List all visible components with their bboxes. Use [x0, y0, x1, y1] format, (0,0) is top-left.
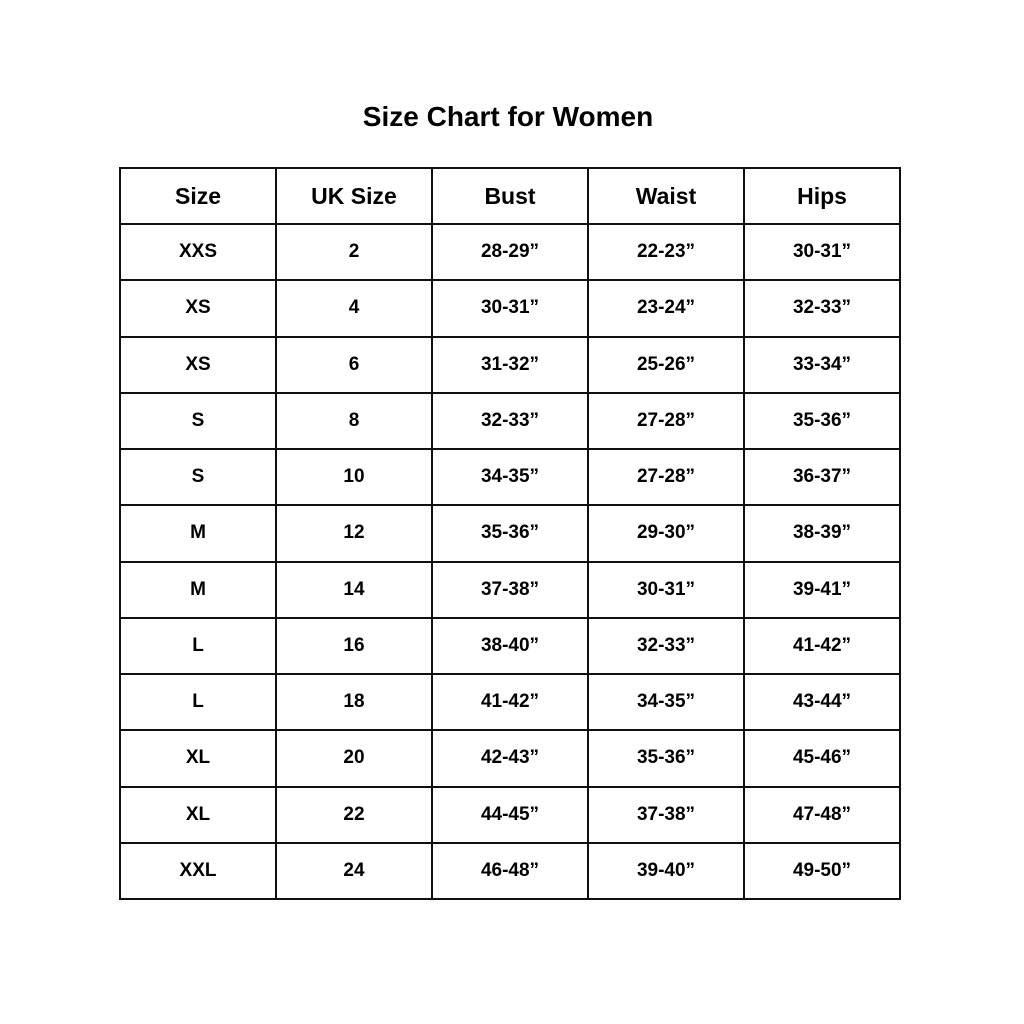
- cell-size: XL: [119, 729, 277, 788]
- cell-bust: 46-48”: [431, 841, 589, 901]
- cell-uk-size: 20: [275, 729, 433, 788]
- cell-bust: 42-43”: [431, 729, 589, 788]
- cell-hips: 30-31”: [743, 222, 901, 282]
- cell-bust: 44-45”: [431, 785, 589, 844]
- cell-uk-size: 6: [275, 335, 433, 394]
- cell-size: XXS: [119, 222, 277, 282]
- cell-bust: 31-32”: [431, 335, 589, 394]
- table-body: XXS 2 28-29” 22-23” 30-31” XS 4 30-31” 23-24” 32-…: [119, 222, 901, 901]
- cell-size: XS: [119, 335, 277, 394]
- cell-bust: 37-38”: [431, 560, 589, 619]
- column-header-hips: Hips: [743, 167, 901, 225]
- table-row: XS 6 31-32” 25-26” 33-34”: [119, 335, 901, 394]
- table-row: M 14 37-38” 30-31” 39-41”: [119, 560, 901, 619]
- table-row: L 18 41-42” 34-35” 43-44”: [119, 672, 901, 732]
- cell-size: XXL: [119, 841, 277, 901]
- cell-waist: 37-38”: [587, 785, 745, 844]
- cell-size: S: [119, 391, 277, 451]
- table-row: XS 4 30-31” 23-24” 32-33”: [119, 279, 901, 338]
- cell-hips: 38-39”: [743, 504, 901, 563]
- cell-waist: 34-35”: [587, 672, 745, 732]
- cell-bust: 28-29”: [431, 222, 589, 282]
- table-row: L 16 38-40” 32-33” 41-42”: [119, 616, 901, 676]
- cell-hips: 41-42”: [743, 616, 901, 676]
- cell-waist: 23-24”: [587, 279, 745, 338]
- column-header-uk-size: UK Size: [275, 167, 433, 225]
- table-row: M 12 35-36” 29-30” 38-39”: [119, 504, 901, 563]
- table-header-row: Size UK Size Bust Waist Hips: [119, 167, 901, 225]
- cell-uk-size: 14: [275, 560, 433, 619]
- cell-hips: 45-46”: [743, 729, 901, 788]
- cell-bust: 34-35”: [431, 447, 589, 507]
- table-row: XXS 2 28-29” 22-23” 30-31”: [119, 222, 901, 282]
- cell-size: M: [119, 504, 277, 563]
- cell-waist: 35-36”: [587, 729, 745, 788]
- cell-uk-size: 18: [275, 672, 433, 732]
- cell-hips: 33-34”: [743, 335, 901, 394]
- cell-waist: 27-28”: [587, 447, 745, 507]
- column-header-waist: Waist: [587, 167, 745, 225]
- cell-uk-size: 24: [275, 841, 433, 901]
- cell-waist: 25-26”: [587, 335, 745, 394]
- cell-size: M: [119, 560, 277, 619]
- table-row: S 10 34-35” 27-28” 36-37”: [119, 447, 901, 507]
- cell-size: S: [119, 447, 277, 507]
- table-row: XL 20 42-43” 35-36” 45-46”: [119, 729, 901, 788]
- cell-waist: 29-30”: [587, 504, 745, 563]
- table-row: XXL 24 46-48” 39-40” 49-50”: [119, 841, 901, 901]
- cell-bust: 30-31”: [431, 279, 589, 338]
- cell-hips: 49-50”: [743, 841, 901, 901]
- cell-hips: 36-37”: [743, 447, 901, 507]
- cell-bust: 35-36”: [431, 504, 589, 563]
- cell-bust: 32-33”: [431, 391, 589, 451]
- cell-uk-size: 8: [275, 391, 433, 451]
- cell-hips: 47-48”: [743, 785, 901, 844]
- cell-size: XS: [119, 279, 277, 338]
- cell-bust: 41-42”: [431, 672, 589, 732]
- cell-hips: 39-41”: [743, 560, 901, 619]
- cell-waist: 30-31”: [587, 560, 745, 619]
- table-row: S 8 32-33” 27-28” 35-36”: [119, 391, 901, 451]
- cell-size: XL: [119, 785, 277, 844]
- cell-uk-size: 4: [275, 279, 433, 338]
- column-header-size: Size: [119, 167, 277, 225]
- cell-size: L: [119, 672, 277, 732]
- cell-waist: 27-28”: [587, 391, 745, 451]
- cell-uk-size: 10: [275, 447, 433, 507]
- cell-hips: 32-33”: [743, 279, 901, 338]
- cell-waist: 32-33”: [587, 616, 745, 676]
- page-title: Size Chart for Women: [362, 101, 654, 132]
- cell-uk-size: 12: [275, 504, 433, 563]
- cell-bust: 38-40”: [431, 616, 589, 676]
- cell-size: L: [119, 616, 277, 676]
- cell-uk-size: 16: [275, 616, 433, 676]
- table-row: XL 22 44-45” 37-38” 47-48”: [119, 785, 901, 844]
- cell-uk-size: 2: [275, 222, 433, 282]
- size-chart-table: Size UK Size Bust Waist Hips XXS 2 28-29” 22-23…: [119, 167, 901, 901]
- column-header-bust: Bust: [431, 167, 589, 225]
- cell-hips: 43-44”: [743, 672, 901, 732]
- cell-waist: 22-23”: [587, 222, 745, 282]
- cell-uk-size: 22: [275, 785, 433, 844]
- cell-waist: 39-40”: [587, 841, 745, 901]
- cell-hips: 35-36”: [743, 391, 901, 451]
